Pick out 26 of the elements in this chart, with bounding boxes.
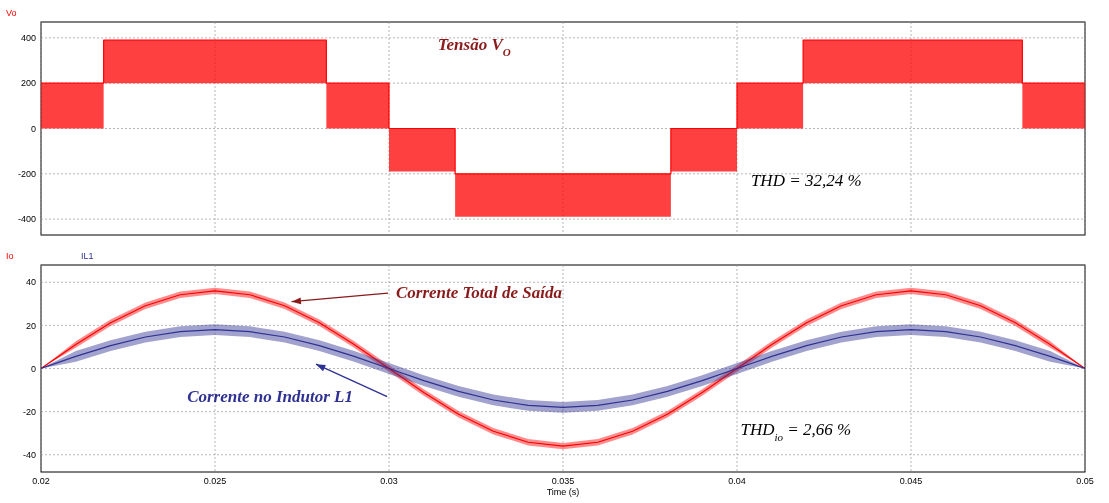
y-tick-label: 200 [20,78,36,89]
annotation: THD$_{io}$ = 2,66 % [740,419,852,443]
text: IL1 [81,251,94,261]
y-tick-label: 0 [30,123,36,134]
annotation: Corrente Total de Saída [395,283,563,303]
x-tick-label: 0.05 [1076,476,1094,486]
y-tick-label: -400 [17,214,36,225]
x-tick-label: 0.02 [32,476,50,486]
text: Io [6,251,14,261]
text: Vo [6,8,17,18]
y-tick-label: 40 [25,277,36,288]
y-tick-label: 0 [30,363,36,374]
y-tick-label: -20 [22,406,36,417]
x-tick-label: 0.03 [380,476,398,486]
annotation: Tensão V$_{O}$ [437,34,511,58]
y-tick-label: 20 [25,320,36,331]
annotation: THD = 32,24 % [750,171,862,191]
y-tick-label: 400 [20,33,36,44]
x-axis-title: Time (s) [546,487,580,497]
x-tick-label: 0.025 [203,476,227,486]
x-tick-label: 0.045 [899,476,923,486]
x-tick-label: 0.035 [551,476,575,486]
y-tick-label: -200 [17,168,36,179]
x-tick-label: 0.04 [728,476,746,486]
y-tick-label: -40 [22,449,36,460]
annotation: Corrente no Indutor L1 [187,386,353,406]
